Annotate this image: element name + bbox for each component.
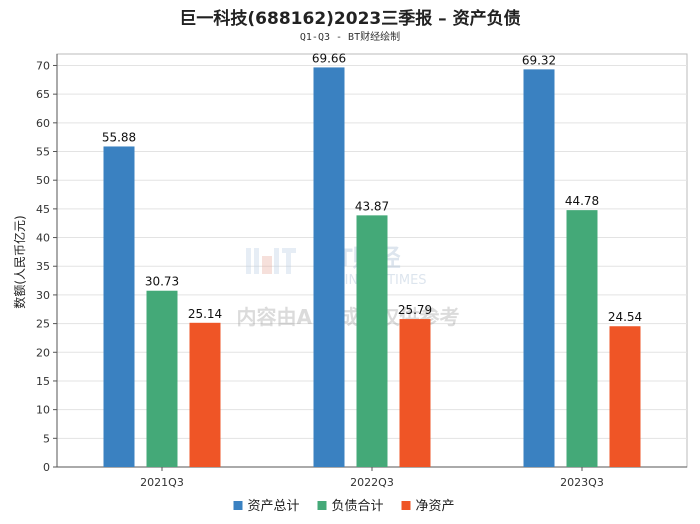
y-axis-label: 数额(人民币亿元) [12, 215, 27, 308]
bar [523, 69, 555, 468]
legend-swatch [233, 501, 243, 510]
y-tick-label: 15 [36, 375, 50, 388]
data-label: 30.73 [145, 275, 179, 289]
data-label: 44.78 [565, 194, 599, 208]
data-label: 69.66 [312, 51, 346, 65]
x-tick-label: 2021Q3 [140, 476, 184, 489]
x-tick-label: 2022Q3 [350, 476, 394, 489]
chart-subtitle: Q1-Q3 - BT财经绘制 [299, 32, 401, 43]
bar [399, 319, 431, 467]
axis-layer: 0 5 10 15 20 25 30 35 40 45 50 55 60 65 70 2021Q3 2022Q3… [36, 54, 687, 489]
chart-title: 巨一科技(688162)2023三季报 – 资产负债 [179, 9, 521, 29]
data-label: 69.32 [522, 53, 556, 67]
y-tick-label: 35 [36, 260, 50, 273]
y-tick-label: 60 [36, 117, 50, 130]
bar [356, 215, 388, 467]
y-tick-label: 5 [43, 432, 50, 445]
data-label: 25.79 [398, 303, 432, 317]
bar [313, 67, 345, 468]
bars-layer [103, 67, 641, 468]
watermark-logo-icon [246, 248, 296, 274]
y-tick-label: 20 [36, 346, 50, 359]
bar [189, 322, 221, 467]
x-tick-label: 2023Q3 [560, 476, 604, 489]
data-label: 43.87 [355, 199, 389, 213]
y-tick-label: 65 [36, 88, 50, 101]
y-tick-label: 25 [36, 318, 50, 331]
legend: 资产总计 负债合计 净资产 [233, 499, 455, 514]
data-label: 24.54 [608, 310, 642, 324]
labels-layer: 55.88 30.73 25.14 69.66 43.87 25.79 69.32 44.78… [102, 51, 642, 324]
y-tick-label: 40 [36, 232, 50, 245]
y-tick-label: 50 [36, 174, 50, 187]
data-label: 25.14 [188, 307, 222, 321]
bar [566, 210, 598, 467]
y-tick-label: 10 [36, 404, 50, 417]
data-label: 55.88 [102, 130, 136, 144]
y-tick-label: 55 [36, 146, 50, 159]
legend-label: 负债合计 [332, 499, 384, 514]
bar [146, 290, 178, 467]
y-tick-label: 0 [43, 461, 50, 474]
legend-label: 资产总计 [248, 499, 300, 514]
legend-swatch [401, 501, 411, 510]
bar [609, 326, 641, 467]
legend-swatch [317, 501, 327, 510]
y-tick-label: 30 [36, 289, 50, 302]
y-tick-label: 45 [36, 203, 50, 216]
bar [103, 146, 135, 467]
y-tick-label: 70 [36, 59, 50, 72]
legend-label: 净资产 [416, 499, 455, 514]
